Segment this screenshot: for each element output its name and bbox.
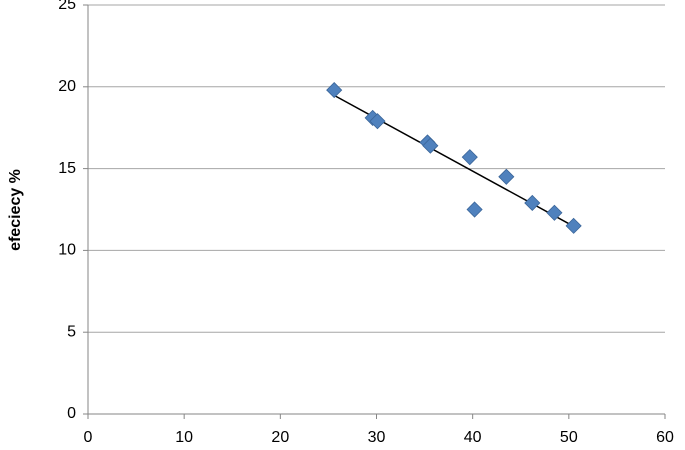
point	[565, 217, 582, 234]
point	[524, 194, 541, 212]
x-tick-label: 50	[560, 429, 578, 446]
point	[498, 168, 515, 185]
point	[546, 204, 563, 221]
x-tick-label: 0	[84, 429, 93, 446]
y-tick-label: 0	[67, 405, 76, 422]
point	[369, 113, 386, 130]
y-tick-label: 10	[58, 242, 76, 259]
point	[461, 149, 478, 166]
x-tick-label: 40	[464, 429, 482, 446]
point	[466, 201, 483, 218]
x-tick-label: 30	[368, 429, 386, 446]
y-tick-label: 15	[58, 160, 76, 177]
y-tick-label: 5	[67, 323, 76, 340]
y-tick-label: 25	[58, 0, 76, 13]
x-tick-label: 60	[656, 429, 674, 446]
x-tick-label: 10	[175, 429, 193, 446]
y-axis-label: efeciecy %	[7, 169, 24, 251]
x-tick-label: 20	[271, 429, 289, 446]
point	[326, 82, 343, 99]
y-tick-label: 20	[58, 78, 76, 95]
point	[422, 137, 439, 154]
